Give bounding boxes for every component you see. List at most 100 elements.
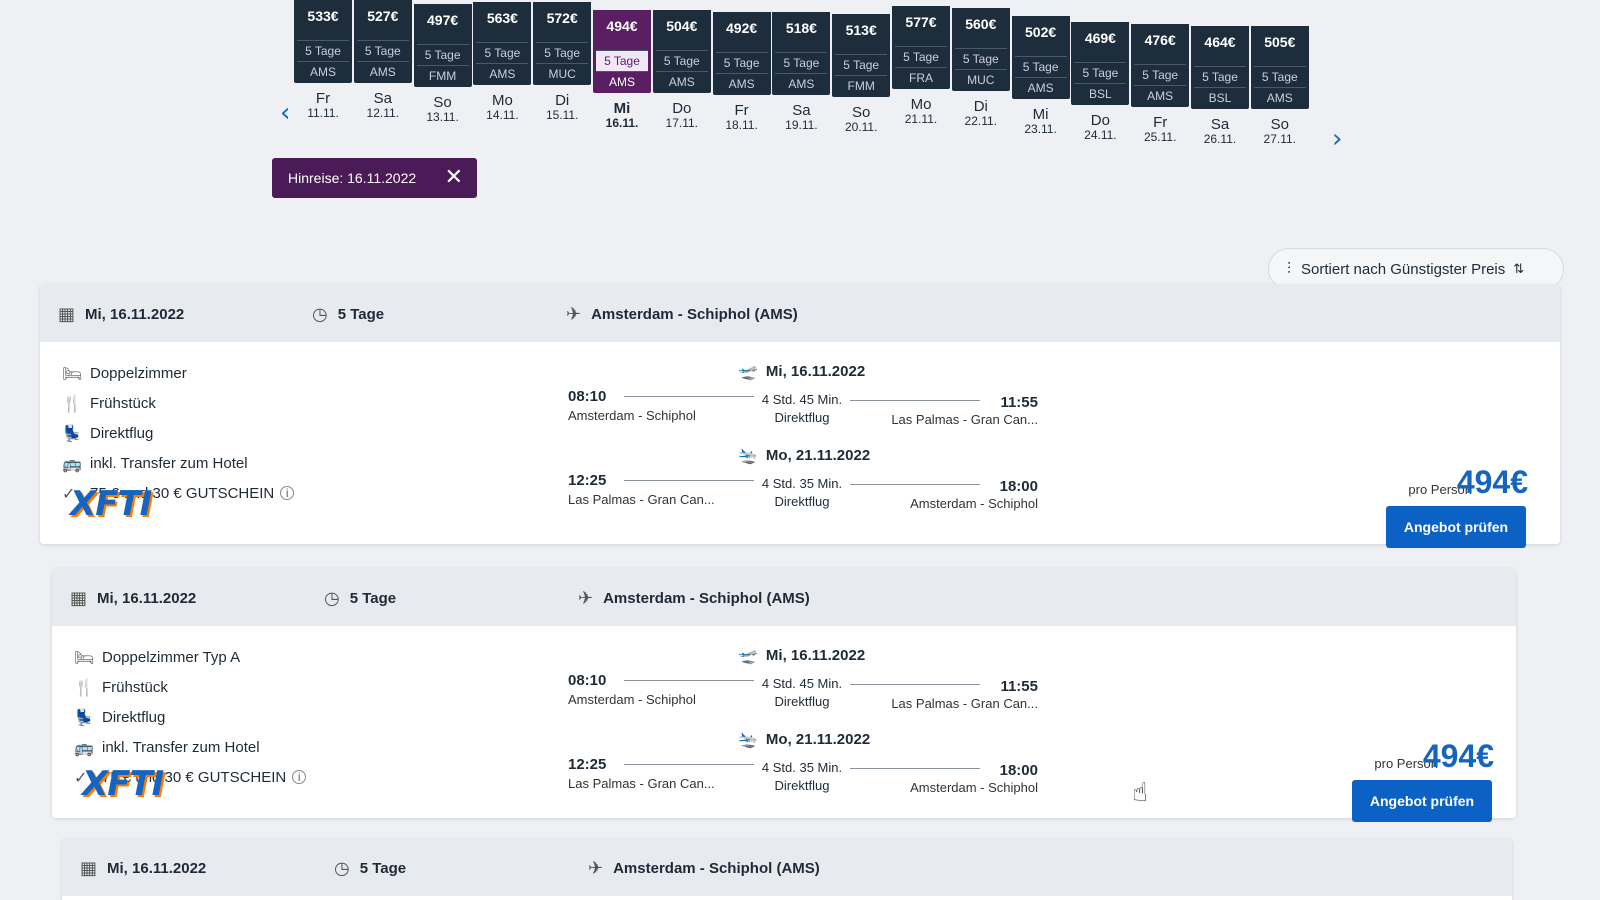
calendar-day-24-11[interactable]: 469€ 5 Tage BSL Do 24.11. [1071,22,1130,142]
calendar-price-bar[interactable]: 497€ 5 Tage FMM [413,4,472,87]
calendar-day-25-11[interactable]: 476€ 5 Tage AMS Fr 25.11. [1131,24,1190,144]
calendar-prev-arrow-icon[interactable]: ‹ [280,98,291,128]
calendar-price-bar[interactable]: 572€ 5 Tage MUC [533,2,592,85]
calendar-price-bar[interactable]: 527€ 5 Tage AMS [353,0,412,83]
calendar-next-arrow-icon[interactable]: › [1332,124,1343,154]
flight-duration: 4 Std. 35 Min. [761,476,843,491]
calendar-duration: 5 Tage [895,46,947,68]
bed-icon: 🛏 [74,647,95,667]
calendar-price: 469€ [1084,30,1116,46]
calendar-price-bar[interactable]: 533€ 5 Tage AMS [294,0,352,83]
plane-icon: ✈ [566,304,582,325]
calendar-price-bar[interactable]: 505€ 5 Tage AMS [1250,26,1309,109]
calendar-price-bar[interactable]: 563€ 5 Tage AMS [473,2,532,85]
offer-card: ▦ Mi, 16.11.2022 ◷ 5 Tage ✈ Amsterdam - … [52,568,1516,822]
calendar-day-12-11[interactable]: 527€ 5 Tage AMS Sa 12.11. [353,0,412,120]
calendar-price-bar[interactable]: 518€ 5 Tage AMS [772,12,831,95]
calendar-day-14-11[interactable]: 563€ 5 Tage AMS Mo 14.11. [473,2,532,122]
calendar-date: 16.11. [605,116,639,130]
calendar-day-26-11[interactable]: 464€ 5 Tage BSL Sa 26.11. [1191,26,1249,146]
plane-departure-icon: 🛫 [738,362,758,381]
sort-order-icon: ⇅ [1513,261,1525,277]
flight-type: Direktflug [774,694,830,709]
calendar-duration: 5 Tage [655,50,708,72]
sort-label: Sortiert nach Günstigster Preis [1301,260,1506,278]
calendar-airport: AMS [788,77,815,91]
calendar-price: 464€ [1204,34,1236,50]
calendar-price-bar[interactable]: 494€ 5 Tage AMS [593,10,651,93]
feature-item: 🚌 inkl. Transfer zum Hotel [74,732,306,762]
feature-item: 🛏 Doppelzimmer [62,358,294,388]
calendar-weekday: Fr [1153,114,1168,131]
calendar-price-bar[interactable]: 513€ 5 Tage FMM [832,14,891,97]
calendar-duration: 5 Tage [775,52,828,74]
calendar-weekday: Mi [1032,106,1049,123]
check-offer-button[interactable]: Angebot prüfen [1386,506,1526,548]
calendar-duration: 5 Tage [596,50,648,72]
info-icon[interactable]: i [292,770,307,784]
calendar-day-13-11[interactable]: 497€ 5 Tage FMM So 13.11. [413,4,472,124]
price-calendar: ‹ 533€ 5 Tage AMS Fr 11.11. 527€ 5 Tage … [280,0,1360,154]
calendar-airport: MUC [967,73,995,87]
calendar-price-bar[interactable]: 464€ 5 Tage BSL [1191,26,1249,109]
calendar-price-bar[interactable]: 560€ 5 Tage MUC [951,8,1010,91]
calendar-day-11-11[interactable]: 533€ 5 Tage AMS Fr 11.11. [294,0,352,120]
sort-dropdown[interactable]: ⫶ Sortiert nach Günstigster Preis ⇅ [1268,248,1564,290]
calendar-date: 13.11. [426,110,459,124]
calendar-date: 14.11. [486,108,519,122]
leg-date: 🛬 Mo, 21.11.2022 [738,446,871,465]
calendar-airport: AMS [309,65,336,79]
info-icon[interactable]: i [280,486,295,500]
calendar-airport: AMS [608,75,635,89]
feature-label: inkl. Transfer zum Hotel [102,738,260,756]
calendar-date: 26.11. [1203,132,1237,146]
calendar-day-17-11[interactable]: 504€ 5 Tage AMS Do 17.11. [652,10,711,130]
arrival-time: 11:55 [1000,678,1038,695]
calendar-price-bar[interactable]: 502€ 5 Tage AMS [1011,16,1070,99]
calendar-weekday: Do [1090,112,1110,129]
calendar-date: 24.11. [1084,128,1117,142]
calendar-day-23-11[interactable]: 502€ 5 Tage AMS Mi 23.11. [1011,16,1070,136]
flight-line [850,684,980,685]
calendar-price-bar[interactable]: 492€ 5 Tage AMS [712,12,771,95]
calendar-day-19-11[interactable]: 518€ 5 Tage AMS Sa 19.11. [772,12,831,132]
calendar-day-22-11[interactable]: 560€ 5 Tage MUC Di 22.11. [951,8,1010,128]
flight-type: Direktflug [774,410,830,425]
offer-header: ▦ Mi, 16.11.2022 ◷ 5 Tage ✈ Amsterdam - … [62,838,1512,896]
calendar-price-bar[interactable]: 469€ 5 Tage BSL [1071,22,1130,105]
calendar-weekday: Fr [734,102,749,119]
check-offer-button[interactable]: Angebot prüfen [1352,780,1492,822]
calendar-price: 494€ [606,18,638,34]
flight-leg-inbound: 🛬 Mo, 21.11.2022 12:25 Las Palmas - Gran… [568,730,1038,795]
calendar-day-20-11[interactable]: 513€ 5 Tage FMM So 20.11. [832,14,891,134]
feature-item: ✓ 75 € und 30 € GUTSCHEIN i [74,762,307,792]
flight-line [624,480,754,481]
calendar-airport: BSL [1208,91,1232,105]
calendar-price-bar[interactable]: 476€ 5 Tage AMS [1131,24,1190,107]
feature-label: Frühstück [102,678,168,696]
feature-label: inkl. Transfer zum Hotel [90,454,248,472]
calendar-day-21-11[interactable]: 577€ 5 Tage FRA Mo 21.11. [892,6,950,126]
calendar-day-18-11[interactable]: 492€ 5 Tage AMS Fr 18.11. [712,12,771,132]
calendar-weekday: So [433,94,452,111]
calendar-weekday: Sa [373,90,392,107]
departure-time: 08:10 [568,672,607,689]
calendar-price-bar[interactable]: 577€ 5 Tage FRA [892,6,950,89]
calendar-airport: BSL [1089,87,1112,101]
calendar-day-16-11[interactable]: 494€ 5 Tage AMS Mi 16.11. [593,10,651,130]
close-icon[interactable]: ✕ [444,165,463,190]
calendar-weekday: Fr [315,90,331,107]
calendar-price: 560€ [965,16,997,32]
plane-arrival-icon: 🛬 [738,446,758,465]
outbound-date-filter-chip[interactable]: Hinreise: 16.11.2022 ✕ [272,158,477,198]
sliders-icon: ⫶ [1287,259,1292,278]
calendar-day-27-11[interactable]: 505€ 5 Tage AMS So 27.11. [1250,26,1309,146]
calendar-price: 577€ [905,14,937,30]
feature-item: 🛏 Doppelzimmer Typ A [74,642,306,672]
bus-icon: 🚌 [74,737,94,757]
arrival-airport: Amsterdam - Schiphol [910,496,1038,511]
offer-card: ▦ Mi, 16.11.2022 ◷ 5 Tage ✈ Amsterdam - … [62,838,1512,900]
calendar-duration: 5 Tage [356,40,409,62]
calendar-day-15-11[interactable]: 572€ 5 Tage MUC Di 15.11. [533,2,592,122]
calendar-price-bar[interactable]: 504€ 5 Tage AMS [652,10,711,93]
